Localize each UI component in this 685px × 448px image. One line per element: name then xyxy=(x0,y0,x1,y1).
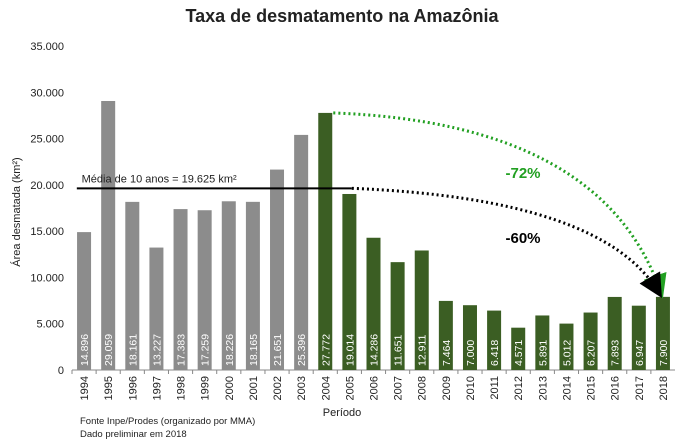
x-tick-label: 2005 xyxy=(344,376,356,400)
x-axis-label: Período xyxy=(323,407,362,419)
value-label: 17.383 xyxy=(176,334,188,366)
value-label: 25.396 xyxy=(296,334,308,366)
value-label: 5.012 xyxy=(561,340,573,366)
bar xyxy=(462,305,477,370)
y-tick-label: 5.000 xyxy=(36,319,64,331)
bar xyxy=(318,112,333,370)
bar xyxy=(270,169,285,370)
x-tick-label: 2000 xyxy=(224,376,236,400)
value-label: 7.000 xyxy=(465,340,477,366)
x-tick-label: 1997 xyxy=(151,376,163,400)
y-axis-label: Área desmatada (km²) xyxy=(10,157,23,266)
x-tick-label: 1999 xyxy=(200,376,212,400)
x-tick-label: 2004 xyxy=(320,376,332,400)
bar xyxy=(149,247,164,370)
value-label: 12.911 xyxy=(417,335,429,366)
y-tick-label: 15.000 xyxy=(30,226,64,238)
bar xyxy=(173,209,188,370)
bar xyxy=(245,201,260,370)
chart-title: Taxa de desmatamento na Amazônia xyxy=(185,6,499,26)
value-label: 7.900 xyxy=(658,340,670,366)
x-tick-label: 2006 xyxy=(369,376,381,400)
bar xyxy=(607,296,622,370)
x-tick-label: 1995 xyxy=(103,376,115,400)
bar xyxy=(583,312,598,370)
x-tick-label: 2017 xyxy=(634,376,646,400)
bar xyxy=(655,296,670,370)
bar xyxy=(197,210,212,370)
y-tick-label: 20.000 xyxy=(30,180,64,192)
value-label: 6.207 xyxy=(586,340,598,366)
bar xyxy=(294,134,309,370)
arrow xyxy=(351,186,663,299)
x-tick-label: 2012 xyxy=(513,376,525,400)
x-tick-label: 2011 xyxy=(489,376,501,400)
value-label: 29.059 xyxy=(103,334,115,366)
y-tick-label: 35.000 xyxy=(30,41,64,53)
value-label: 14.896 xyxy=(79,334,91,366)
source-note: Dado preliminar em 2018 xyxy=(80,429,187,440)
x-tick-label: 2010 xyxy=(465,376,477,400)
value-label: 6.418 xyxy=(489,340,501,366)
x-tick-label: 2013 xyxy=(537,376,549,400)
bar xyxy=(631,305,646,370)
x-tick-label: 2002 xyxy=(272,376,284,400)
bar xyxy=(366,237,381,370)
x-tick-label: 2008 xyxy=(417,376,429,400)
x-tick-label: 1996 xyxy=(127,376,139,400)
x-tick-label: 2014 xyxy=(561,376,573,400)
y-tick-label: 0 xyxy=(58,365,64,377)
bar xyxy=(511,327,526,370)
value-label: 4.571 xyxy=(513,340,525,366)
bar xyxy=(101,100,116,370)
value-label: 7.893 xyxy=(610,340,622,366)
bar xyxy=(77,232,92,370)
bar xyxy=(342,193,357,370)
average-label: Média de 10 anos = 19.625 km² xyxy=(82,173,237,185)
x-tick-label: 2016 xyxy=(610,376,622,400)
y-tick-label: 25.000 xyxy=(30,134,64,146)
value-label: 27.772 xyxy=(320,334,332,366)
value-label: 14.286 xyxy=(369,334,381,366)
bar xyxy=(221,201,236,370)
x-tick-label: 2007 xyxy=(393,376,405,400)
x-tick-label: 1998 xyxy=(176,376,188,400)
x-tick-label: 2009 xyxy=(441,376,453,400)
y-tick-label: 10.000 xyxy=(30,272,64,284)
value-label: 21.651 xyxy=(272,334,284,366)
bar xyxy=(414,250,429,370)
bar xyxy=(390,262,405,370)
bar xyxy=(125,201,140,370)
x-tick-label: 2003 xyxy=(296,376,308,400)
value-label: 5.891 xyxy=(537,340,549,366)
bar xyxy=(487,310,502,370)
value-label: 18.226 xyxy=(224,334,236,366)
value-label: 6.947 xyxy=(634,340,646,366)
value-label: 19.014 xyxy=(344,334,356,366)
value-label: 11.651 xyxy=(393,335,405,366)
annotation: -72% xyxy=(505,165,540,182)
x-tick-label: 2015 xyxy=(586,376,598,400)
bar xyxy=(438,300,453,370)
bar xyxy=(559,323,574,370)
annotation: -60% xyxy=(505,230,540,247)
value-label: 18.161 xyxy=(127,334,139,366)
value-label: 7.464 xyxy=(441,340,453,366)
x-tick-label: 2001 xyxy=(248,376,260,400)
x-tick-label: 2018 xyxy=(658,376,670,400)
value-label: 13.227 xyxy=(151,334,163,366)
source-note: Fonte Inpe/Prodes (organizado por MMA) xyxy=(80,416,255,427)
bar xyxy=(535,315,550,370)
y-tick-label: 30.000 xyxy=(30,87,64,99)
value-label: 18.165 xyxy=(248,334,260,366)
value-label: 17.259 xyxy=(200,334,212,366)
x-tick-label: 1994 xyxy=(79,376,91,400)
